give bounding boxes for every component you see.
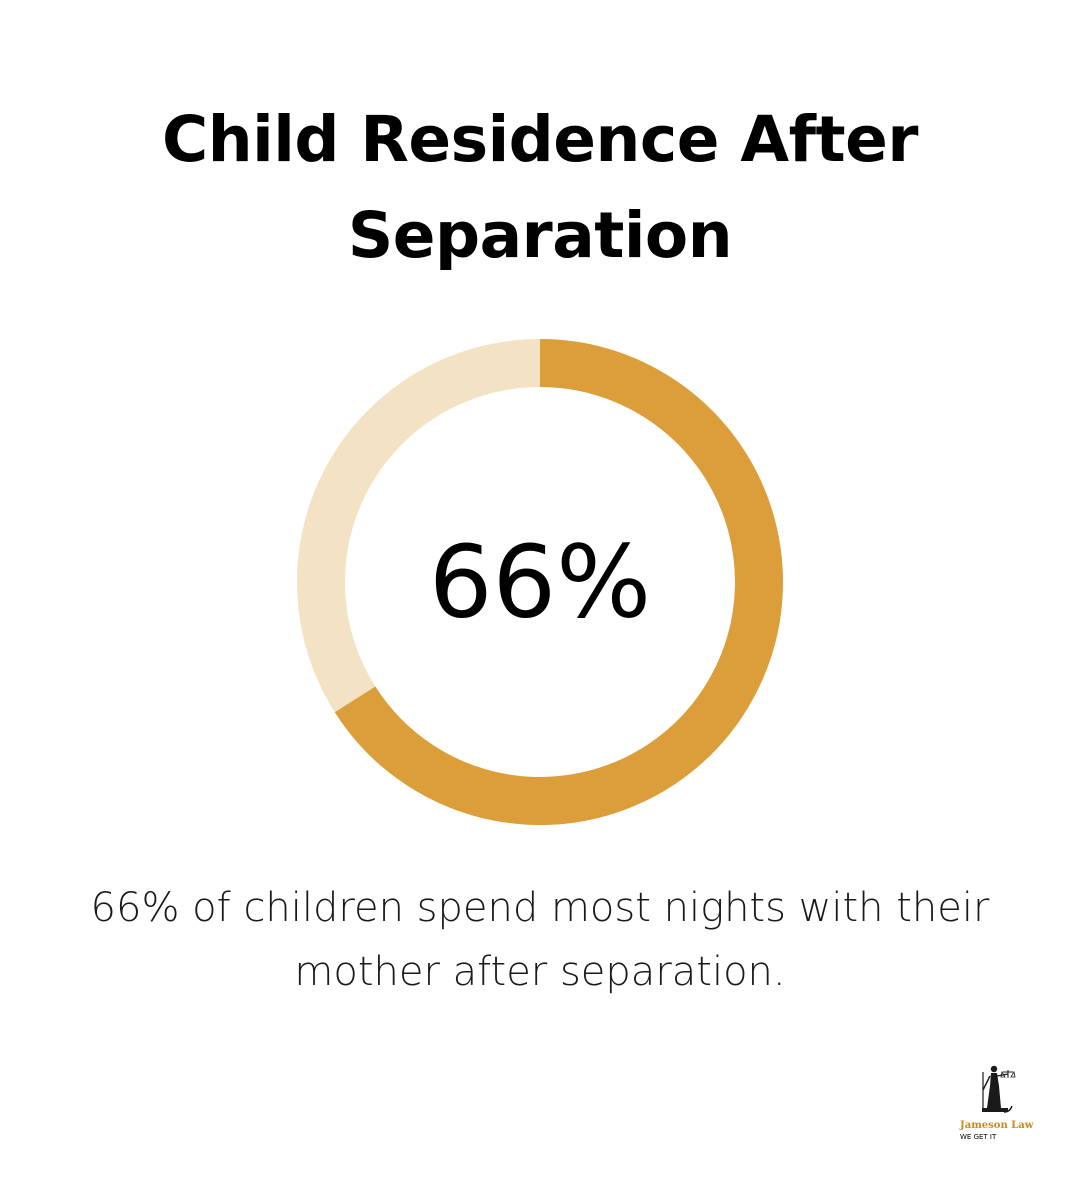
chart-title-line-1: Child Residence After	[162, 103, 918, 176]
jameson-law-logo: Jameson Law WE GET IT	[952, 1062, 1042, 1146]
donut-value-segment	[334, 339, 783, 825]
chart-title: Child Residence After Separation	[90, 92, 990, 284]
logo-name: Jameson Law	[960, 1120, 1034, 1131]
chart-title-line-2: Separation	[347, 199, 733, 272]
logo-tagline: WE GET IT	[960, 1133, 997, 1141]
donut-center-label: 66%	[429, 524, 651, 641]
caption-line-1: 66% of children spend most nights with t…	[90, 885, 990, 931]
donut-chart: 66%	[297, 339, 783, 825]
caption: 66% of children spend most nights with t…	[40, 876, 1040, 1004]
caption-line-2: mother after separation.	[294, 949, 786, 995]
lady-justice-icon	[982, 1065, 1016, 1113]
